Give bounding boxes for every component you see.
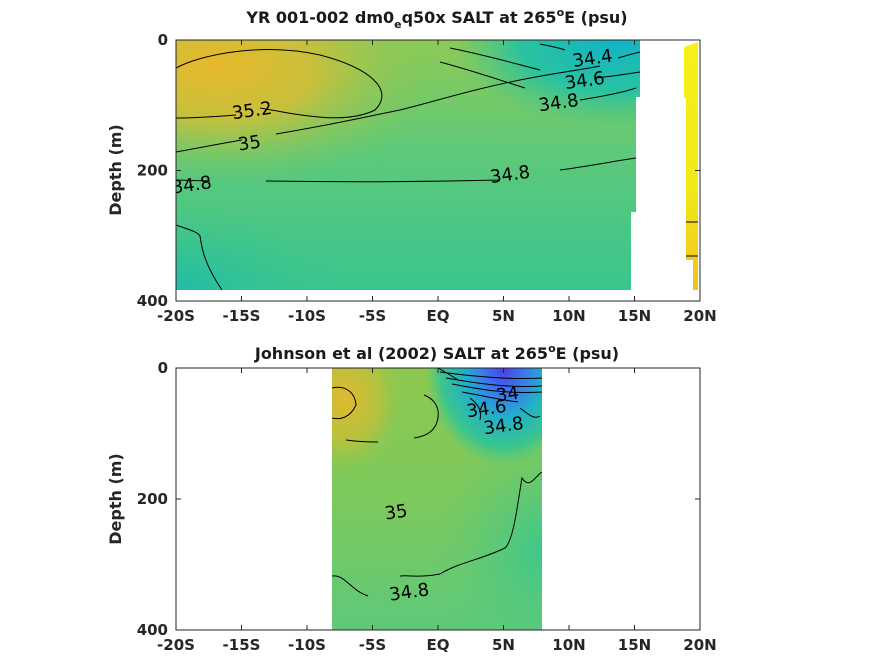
contour-label: 35 — [383, 501, 409, 525]
contour-34-8-upper — [439, 61, 526, 89]
obs-fresh-3 — [451, 383, 542, 393]
x-tick-label: 5N — [492, 636, 515, 654]
obs-fresh-2 — [445, 377, 542, 387]
obs-fresh-4 — [461, 391, 519, 403]
x-tick-label: 15N — [618, 307, 651, 325]
obs-contour-34-8 — [469, 397, 541, 421]
contour-label: 34 — [495, 383, 521, 407]
model-contours — [176, 43, 698, 291]
obs-contour-34-6-edge — [437, 368, 459, 381]
panel-model-ylabel: Depth (m) — [106, 124, 125, 216]
panel-obs: Johnson et al (2002) SALT at 265oE (psu)… — [106, 342, 717, 654]
x-tick-label: EQ — [427, 636, 450, 654]
x-tick-label: 20N — [683, 636, 716, 654]
x-tick-label: 10N — [552, 307, 585, 325]
x-tick-label: EQ — [427, 307, 450, 325]
x-tick-label: -10S — [288, 636, 326, 654]
model-yellow-strip — [684, 42, 698, 290]
contour-35-2 — [176, 49, 383, 119]
contour-34-4 — [539, 43, 566, 51]
panel-model-title: YR 001-002 dm0eq50x SALT at 265oE (psu) — [245, 6, 627, 31]
x-tick-label: 5N — [492, 307, 515, 325]
obs-fresh-surface — [332, 368, 542, 630]
x-tick-label: -20S — [157, 636, 195, 654]
contour-34-6 — [449, 47, 541, 71]
panel-model: YR 001-002 dm0eq50x SALT at 265oE (psu) — [106, 6, 717, 325]
x-tick-label: -10S — [288, 307, 326, 325]
x-tick-label: -15S — [223, 307, 261, 325]
obs-contour-34-8-west — [332, 575, 369, 597]
contour-35-right — [275, 65, 601, 135]
x-tick-label: -5S — [359, 307, 386, 325]
contour-35 — [176, 139, 243, 153]
panel-obs-ylabel: Depth (m) — [106, 453, 125, 545]
y-tick-label: 400 — [137, 292, 168, 310]
obs-contour-35-warm — [332, 386, 357, 420]
contour-35-2-left — [176, 114, 237, 119]
y-tick-label: 0 — [158, 31, 168, 49]
panel-model-yticks: 0 200 400 — [137, 31, 700, 310]
model-deep-southwest — [176, 40, 640, 290]
x-tick-label: 10N — [552, 636, 585, 654]
contour-34-8-upper-right — [579, 87, 637, 101]
obs-contour-35-right — [413, 394, 439, 439]
obs-contours — [332, 368, 542, 597]
x-tick-label: -5S — [359, 636, 386, 654]
obs-contour-34-8-deep — [399, 471, 542, 577]
contour-34-6-right — [595, 71, 641, 79]
x-tick-label: -20S — [157, 307, 195, 325]
y-tick-label: 200 — [137, 490, 168, 508]
panel-model-xticks: -20S -15S -10S -5S EQ 5N 10N 15N 20N — [157, 40, 717, 325]
x-tick-label: 20N — [683, 307, 716, 325]
panel-obs-xticks: -20S -15S -10S -5S EQ 5N 10N 15N 20N — [157, 368, 717, 654]
contour-label: 35 — [237, 132, 263, 156]
obs-fresh-1 — [439, 371, 542, 380]
contour-34-8-left — [176, 179, 211, 182]
y-tick-label: 200 — [137, 162, 168, 180]
y-tick-label: 400 — [137, 621, 168, 639]
panel-obs-title: Johnson et al (2002) SALT at 265oE (psu) — [254, 342, 619, 363]
obs-contour-35 — [345, 439, 379, 443]
y-tick-label: 0 — [158, 359, 168, 377]
x-tick-label: -15S — [223, 636, 261, 654]
x-tick-label: 15N — [618, 636, 651, 654]
contour-34-8-right — [559, 157, 637, 171]
panel-obs-yticks: 0 200 400 — [137, 359, 700, 639]
contour-yellow-edge — [686, 221, 698, 257]
contour-34-4-right — [617, 51, 641, 59]
contour-34-8-mid — [265, 179, 501, 183]
contour-southwest — [176, 224, 223, 291]
